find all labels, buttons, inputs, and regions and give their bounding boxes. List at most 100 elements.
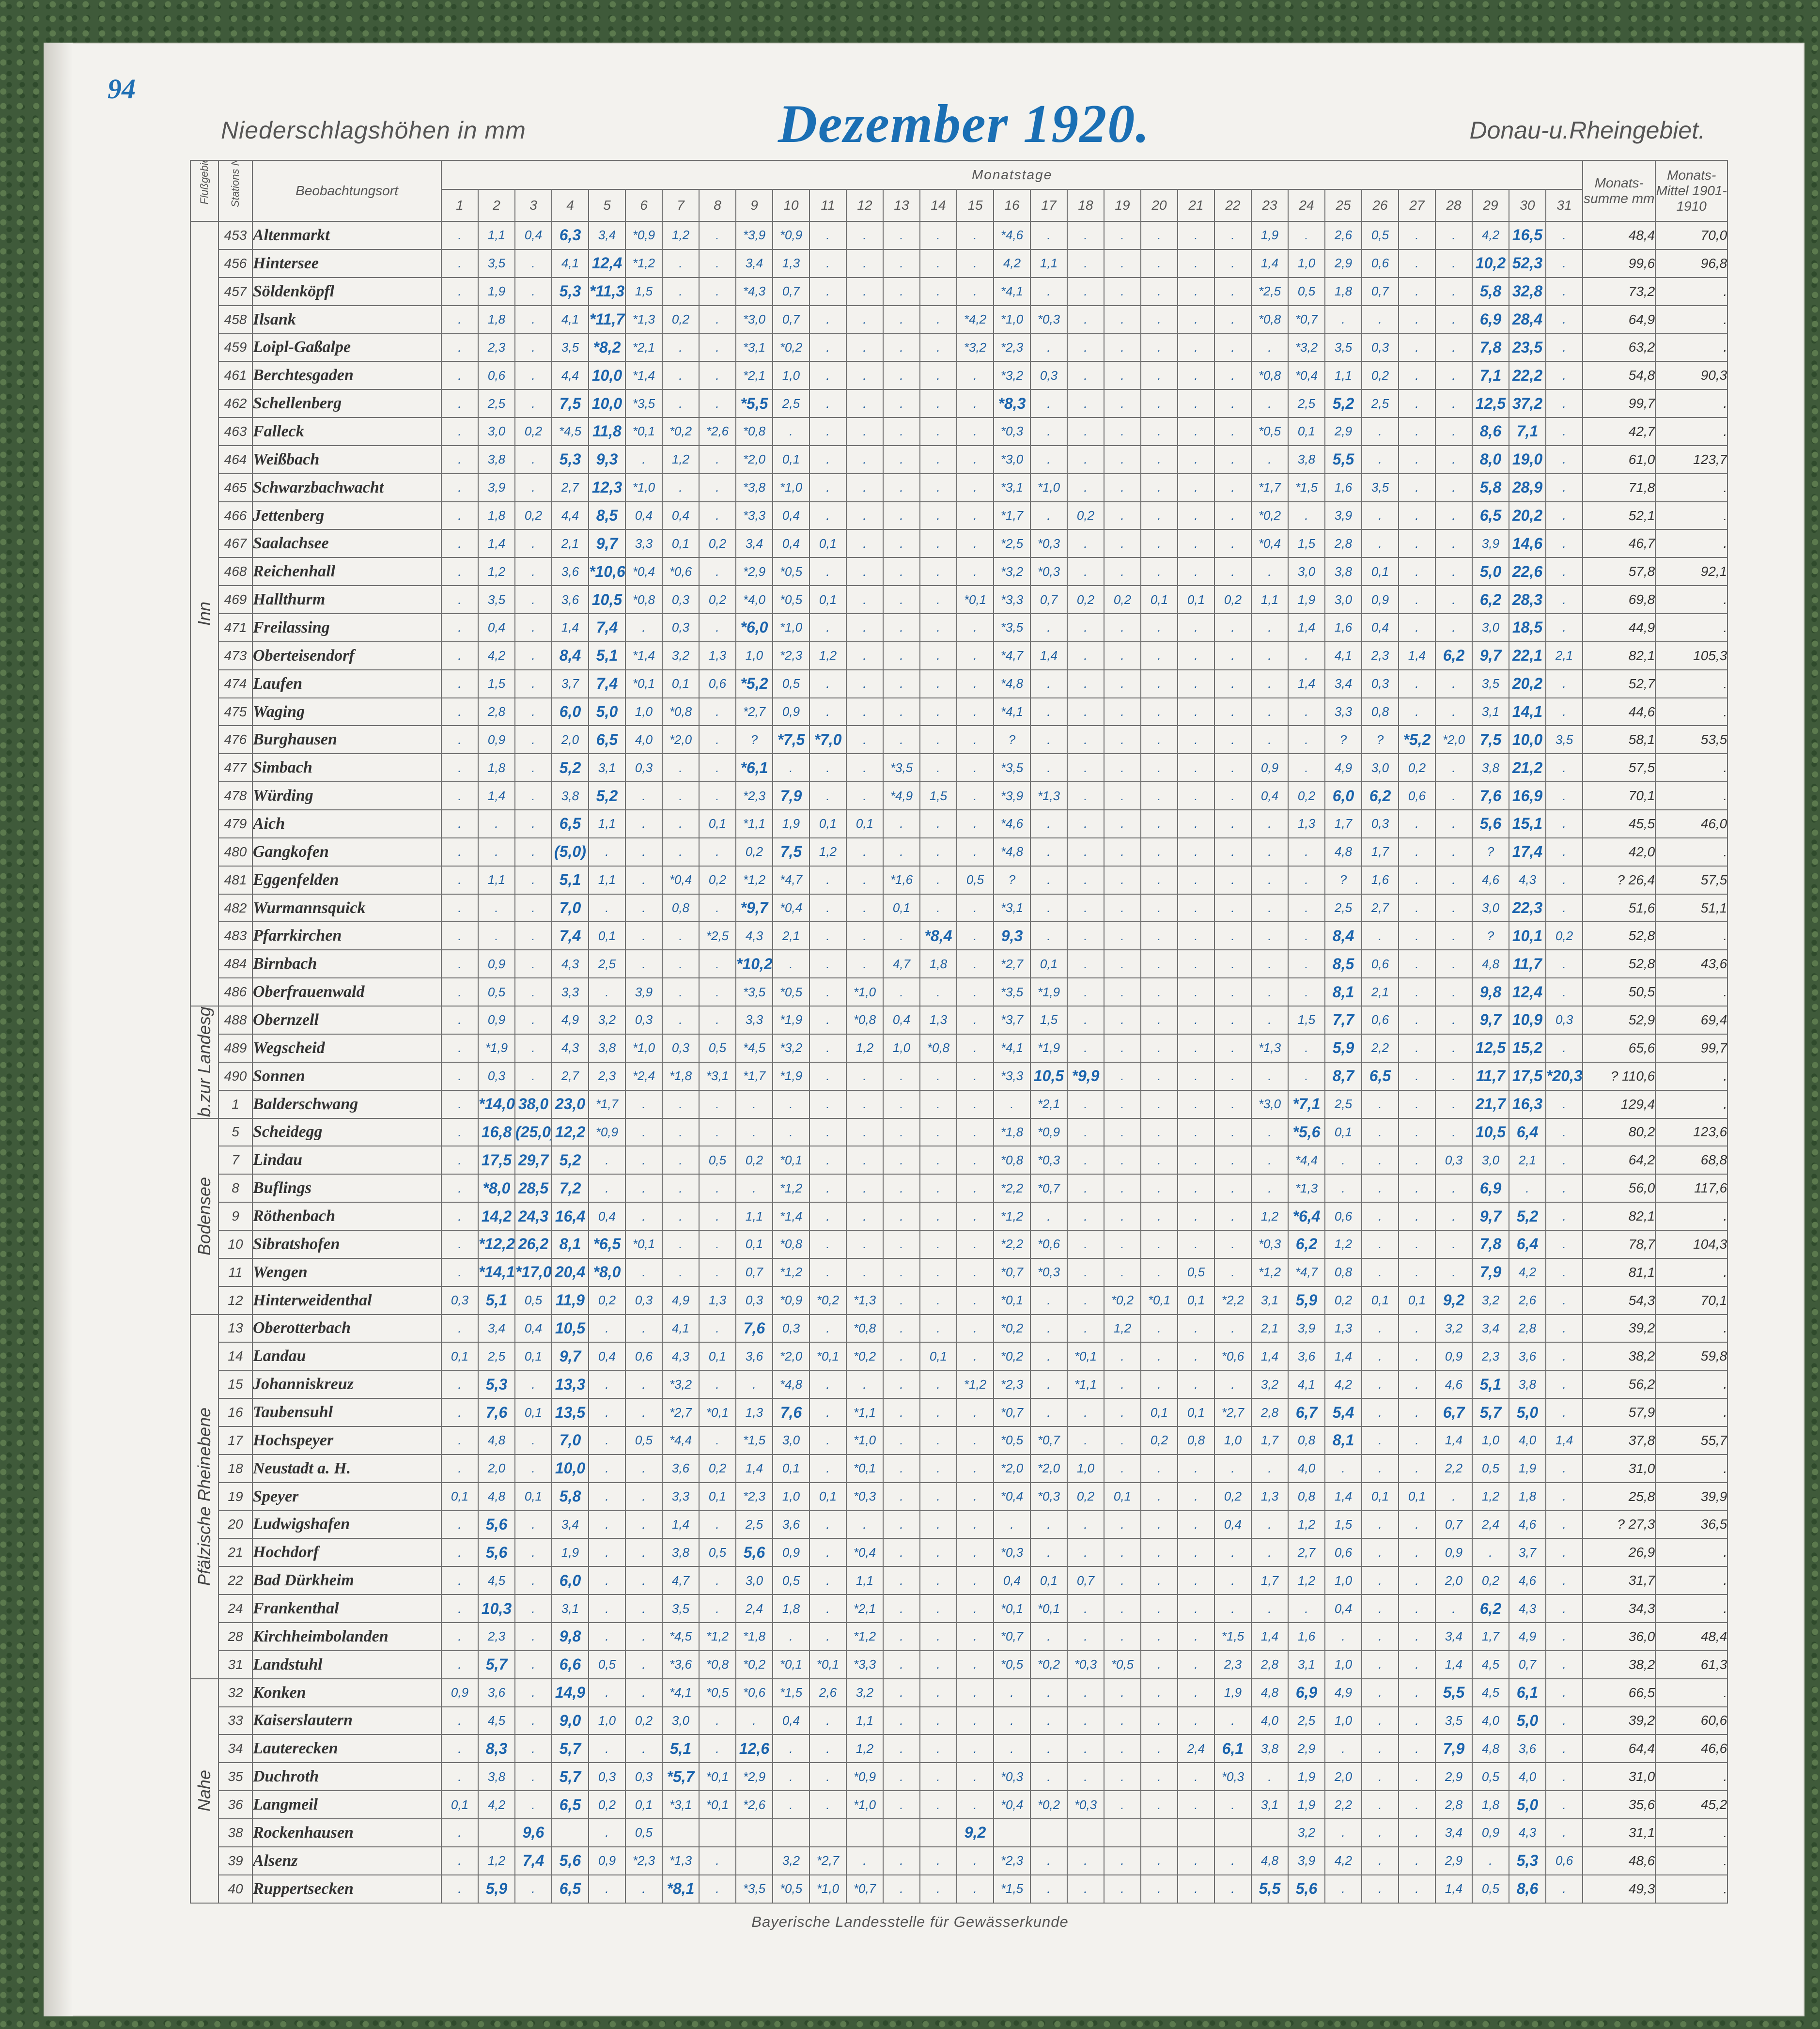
day-value: 1,0 (1067, 1454, 1104, 1483)
station-number: 464 (218, 445, 253, 474)
day-value: . (1398, 1257, 1436, 1287)
day-value: 8,5 (1324, 949, 1362, 979)
station-number: 466 (218, 501, 253, 530)
day-value: . (846, 417, 884, 446)
day-value: *0,8 (699, 1650, 736, 1679)
station-number: 459 (218, 333, 253, 362)
day-value: 0,7 (1509, 1650, 1546, 1679)
day-value: . (956, 1846, 994, 1875)
day-value: . (1177, 1370, 1215, 1399)
day-value: . (772, 949, 810, 979)
day-value: . (1030, 1538, 1068, 1567)
day-value: 4,7 (883, 949, 920, 979)
day-value: 13,3 (551, 1370, 589, 1399)
day-value: . (846, 1061, 884, 1091)
day-value: 5,2 (1324, 389, 1362, 418)
station-name: Burghausen (252, 725, 442, 755)
table-row: 17 Hochspeyer. 4,8. 7,0. 0,5 *4,4. *1,5 3,0. *1,… (190, 1425, 1728, 1455)
day-value: 6,3 (551, 221, 589, 250)
day-value: *4,1 (993, 1033, 1031, 1063)
station-number: 32 (218, 1678, 253, 1707)
day-value: *2,1 (625, 333, 663, 362)
day-value: *1,0 (772, 473, 810, 502)
day-value: 2,1 (1361, 977, 1399, 1007)
day-value: 0,3 (625, 1762, 663, 1792)
station-number: 36 (218, 1790, 253, 1819)
day-value: . (883, 1762, 920, 1792)
day-value: 14,2 (478, 1202, 515, 1231)
day-value: . (1435, 1117, 1473, 1147)
day-value: 0,1 (699, 1342, 736, 1371)
day-value: 2,8 (1435, 1790, 1473, 1819)
day-value: . (1140, 921, 1178, 951)
monthly-sum: 99,7 (1582, 389, 1656, 418)
day-value: *4,8 (993, 669, 1031, 698)
day-value: . (1545, 1342, 1584, 1371)
day-value (662, 1818, 700, 1847)
station-number: 13 (218, 1314, 253, 1343)
day-value: 5,8 (551, 1482, 589, 1511)
day-value: 7,0 (551, 1425, 589, 1455)
day-value: . (1214, 809, 1252, 838)
day-value: *4,7 (1288, 1257, 1325, 1287)
station-name: Pfarrkirchen (252, 921, 442, 951)
day-value: 0,5 (699, 1146, 736, 1175)
day-value: . (1545, 837, 1584, 867)
day-value: . (1324, 1174, 1362, 1203)
day-value: *4,4 (1288, 1146, 1325, 1175)
day-value: 2,5 (478, 1342, 515, 1371)
day-value: 1,2 (662, 221, 700, 250)
day-value: . (1214, 753, 1252, 783)
day-value: . (625, 1454, 663, 1483)
table-row: 466 Jettenberg. 1,8 0,2 4,4 8,5 0,4 0,4. *3,3 0,4… (190, 501, 1728, 530)
day-value: . (809, 389, 847, 418)
day-value: 24,3 (514, 1202, 552, 1231)
day-value: *4,0 (735, 585, 773, 615)
day-value: . (625, 1314, 663, 1343)
table-row: 458 Ilsank. 1,8. 4,1 *11,7 *1,3 0,2. *3,0 0,7...… (190, 305, 1728, 334)
day-value: 4,9 (1509, 1622, 1546, 1651)
monthly-sum: 56,0 (1582, 1174, 1656, 1203)
day-value: . (846, 333, 884, 362)
day-value: *1,2 (956, 1370, 994, 1399)
day-value: *0,8 (625, 585, 663, 615)
day-value: . (514, 1538, 552, 1567)
monthly-mean: 43,6 (1655, 949, 1728, 979)
day-value: 0,1 (441, 1342, 479, 1371)
day-header: 28 (1435, 189, 1473, 222)
day-value: . (956, 1006, 994, 1035)
day-value: . (441, 529, 479, 558)
day-value: . (1214, 1594, 1252, 1623)
day-value: . (514, 697, 552, 727)
day-value: *1,0 (809, 1874, 847, 1904)
day-value: 7,9 (1472, 1257, 1509, 1287)
day-value: . (1398, 809, 1436, 838)
station-name: Landstuhl (252, 1650, 442, 1679)
day-value: *5,5 (735, 389, 773, 418)
day-value: 0,6 (1324, 1202, 1362, 1231)
day-value: . (588, 893, 626, 923)
day-value: . (1545, 1594, 1584, 1623)
day-value: . (809, 1594, 847, 1623)
day-value: 0,9 (478, 725, 515, 755)
day-value: . (1140, 1790, 1178, 1819)
day-value: *0,2 (846, 1342, 884, 1371)
day-value: 5,1 (662, 1734, 700, 1764)
day-value: 16,3 (1509, 1089, 1546, 1119)
day-value: . (883, 1146, 920, 1175)
day-value: . (699, 1314, 736, 1343)
day-value: 0,3 (1361, 333, 1399, 362)
day-value: . (662, 1089, 700, 1119)
day-value: . (1435, 557, 1473, 587)
day-value: 0,6 (1398, 781, 1436, 811)
day-value: 1,7 (1324, 809, 1362, 838)
station-number: 479 (218, 809, 253, 838)
table-row: 39 Alsenz. 1,2 7,4 5,6 0,9 *2,3 *1,3. 3,2 *2,7...… (190, 1846, 1728, 1875)
day-value: . (1067, 1510, 1104, 1539)
monthly-mean: 46,6 (1655, 1734, 1728, 1764)
day-value: . (956, 1566, 994, 1595)
day-value: . (1177, 669, 1215, 698)
day-value: . (809, 473, 847, 502)
day-value: 4,5 (478, 1566, 515, 1595)
station-name: Johanniskreuz (252, 1370, 442, 1399)
